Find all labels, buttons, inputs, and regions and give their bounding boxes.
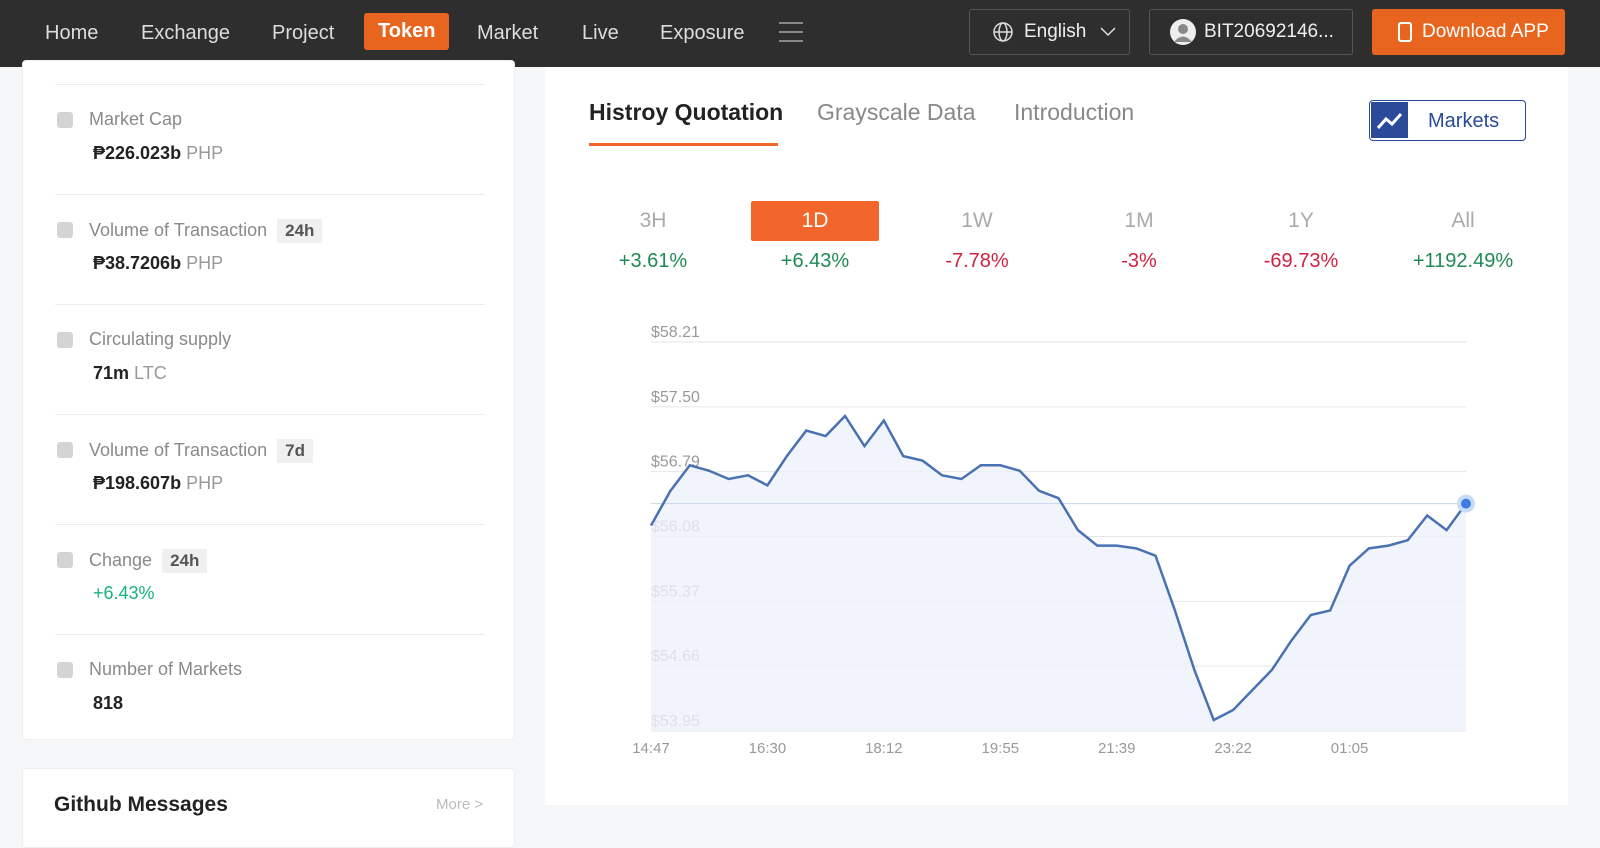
divider — [55, 524, 485, 525]
x-tick-label: 18:12 — [865, 740, 903, 757]
period-change: +6.43% — [780, 250, 850, 272]
period-change: -3% — [1121, 250, 1157, 272]
nav-item[interactable]: Project — [272, 22, 335, 44]
period-change: -69.73% — [1263, 250, 1339, 272]
stat-value-text: 71m — [93, 363, 130, 383]
period-change: -7.78% — [945, 250, 1009, 272]
stat-tag: 24h — [277, 219, 323, 243]
language: English — [1024, 21, 1087, 42]
stat-label-text: Volume of Transaction — [89, 220, 268, 240]
stat-value: ₱198.607b PHP — [93, 473, 223, 494]
stat-label: Market Cap — [89, 109, 182, 130]
download-button[interactable]: Download APP — [1372, 9, 1565, 55]
menu-icon[interactable] — [779, 20, 803, 44]
price-line — [649, 413, 1468, 722]
divider — [55, 634, 485, 635]
x-tick-label: 14:47 — [632, 740, 670, 757]
period-change: +1192.49% — [1412, 250, 1514, 272]
last-point-dot — [1461, 498, 1471, 509]
stat-label: Circulating supply — [89, 329, 231, 350]
stat-unit: PHP — [186, 253, 224, 273]
stat-label-text: Circulating supply — [89, 329, 232, 349]
nav-item[interactable]: Token — [364, 13, 450, 50]
period-button[interactable]: 1W — [961, 209, 993, 232]
nav-item[interactable]: Home — [45, 22, 99, 44]
y-tick-label: $57.50 — [651, 389, 700, 406]
tab[interactable]: Grayscale Data — [817, 99, 976, 125]
nav-item[interactable]: Market — [477, 22, 539, 44]
markets-label: Markets — [1428, 110, 1500, 132]
divider — [55, 414, 485, 415]
price-chart: $53.95$54.66$55.37$56.08$56.79$57.50$58.… — [632, 324, 1475, 757]
stat-tag: 7d — [277, 439, 313, 463]
stat-value: ₱226.023b PHP — [93, 143, 223, 164]
stat-value-text: +6.43% — [93, 583, 155, 603]
stat-value: +6.43% — [93, 583, 155, 604]
period-button[interactable]: 1M — [1124, 209, 1154, 232]
phone-icon — [1398, 22, 1412, 42]
stat-label-text: Volume of Transaction — [89, 440, 268, 460]
x-tick-label: 16:30 — [749, 740, 787, 757]
x-tick-label: 23:22 — [1214, 740, 1252, 757]
stats-card: Market Cap ₱226.023b PHP Volume of Transact… — [22, 60, 515, 740]
tab[interactable]: Histroy Quotation — [589, 99, 784, 125]
period-button[interactable]: 1Y — [1288, 209, 1314, 232]
github-title: Github Messages — [54, 793, 228, 816]
stat-unit: PHP — [186, 143, 224, 163]
area — [651, 415, 1466, 731]
period-button[interactable]: 3H — [639, 209, 667, 232]
stat-label-text: Change — [89, 550, 153, 570]
stat-value-text: ₱226.023b — [93, 143, 182, 163]
stat-icon — [57, 112, 73, 128]
x-tick-label: 19:55 — [982, 740, 1020, 757]
chevron — [1100, 27, 1116, 37]
more-link[interactable]: More > — [436, 796, 484, 813]
account[interactable]: BIT20692146... — [1149, 9, 1353, 55]
period-change: +3.61% — [618, 250, 688, 272]
tab-underline — [589, 143, 778, 146]
stat-icon — [57, 442, 73, 458]
stat-label-text: Market Cap — [89, 109, 183, 129]
account-id: BIT20692146... — [1204, 21, 1334, 42]
tab[interactable]: Introduction — [1014, 99, 1135, 125]
nav-item[interactable]: Exchange — [141, 22, 230, 44]
stat-icon — [57, 552, 73, 568]
stat-value-text: 818 — [93, 693, 124, 713]
stat-value-text: ₱198.607b — [93, 473, 182, 493]
markets-button[interactable]: Markets — [1369, 100, 1526, 141]
stat-label: Volume of Transaction 24h — [89, 219, 323, 243]
stat-label: Change 24h — [89, 549, 208, 573]
x-tick-label: 01:05 — [1331, 740, 1369, 757]
divider — [55, 84, 485, 85]
stat-value: 71m LTC — [93, 363, 167, 384]
period-button[interactable]: All — [1451, 209, 1475, 232]
nav-item[interactable]: Live — [582, 22, 619, 44]
stat-label-text: Number of Markets — [89, 659, 243, 679]
globe-icon — [993, 22, 1013, 42]
stat-value: 818 — [93, 693, 123, 714]
download-label: Download APP — [1422, 21, 1549, 42]
stat-unit: PHP — [186, 473, 224, 493]
stat-label: Number of Markets — [89, 659, 242, 680]
stat-icon — [57, 332, 73, 348]
nav-item[interactable]: Exposure — [660, 22, 745, 44]
stat-icon — [57, 662, 73, 678]
stat-icon — [57, 222, 73, 238]
stat-value: ₱38.7206b PHP — [93, 253, 223, 274]
avatar — [1170, 19, 1196, 45]
nav-bar: English BIT20692146... Download APP Home… — [0, 0, 1600, 67]
language-select[interactable]: English — [969, 9, 1130, 55]
period-button[interactable]: 1D — [751, 201, 879, 241]
x-tick-label: 21:39 — [1098, 740, 1136, 757]
stat-value-text: ₱38.7206b — [93, 253, 182, 273]
stat-unit: LTC — [134, 363, 167, 383]
stat-label: Volume of Transaction 7d — [89, 439, 313, 463]
markets-icon — [1371, 102, 1408, 138]
stat-tag: 24h — [162, 549, 208, 573]
y-tick-label: $58.21 — [651, 324, 700, 341]
divider — [55, 304, 485, 305]
divider — [55, 194, 485, 195]
